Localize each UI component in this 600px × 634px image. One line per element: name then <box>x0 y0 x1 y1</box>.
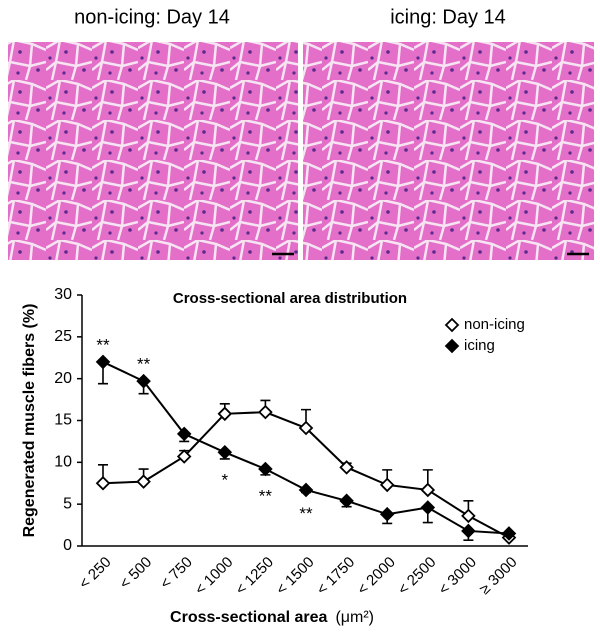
data-point <box>217 406 233 422</box>
data-point <box>420 500 436 515</box>
chart-title: Cross-sectional area distribution <box>173 290 407 307</box>
data-point <box>217 445 233 460</box>
x-tick-label: < 2500 <box>395 554 440 599</box>
data-point <box>258 461 273 477</box>
panel-label: non-icing: Day 14 <box>74 6 230 28</box>
data-point <box>176 426 192 442</box>
data-point <box>95 475 111 491</box>
significance-marker: ** <box>299 504 313 523</box>
data-point <box>136 373 151 389</box>
data-point <box>461 508 476 524</box>
data-point <box>258 404 273 420</box>
x-tick-label: < 250 <box>76 554 115 593</box>
y-tick-label: 15 <box>54 412 72 429</box>
x-tick-label: < 1000 <box>192 554 237 599</box>
significance-marker: ** <box>259 486 273 505</box>
y-tick-label: 25 <box>54 328 72 345</box>
data-point <box>339 493 354 509</box>
x-tick-label: < 2000 <box>354 554 399 599</box>
legend-marker <box>444 317 460 333</box>
legend-marker <box>444 338 460 354</box>
x-tick-label: < 1250 <box>232 554 277 599</box>
y-tick-label: 5 <box>63 495 72 512</box>
x-tick-label: < 1750 <box>313 554 358 599</box>
data-point <box>501 526 517 541</box>
data-point <box>420 482 436 498</box>
legend-label: non-icing <box>464 316 525 333</box>
panel-label: icing: Day 14 <box>390 6 506 28</box>
x-axis-label-unit: (μm²) <box>335 609 374 626</box>
y-tick-label: 20 <box>54 370 72 387</box>
data-point <box>298 420 314 436</box>
significance-marker: * <box>221 470 228 489</box>
x-tick-label: < 1500 <box>273 554 318 599</box>
histology-image <box>303 42 594 260</box>
y-tick-label: 30 <box>54 286 72 303</box>
histology-image <box>8 42 298 260</box>
data-point <box>339 460 354 475</box>
data-point <box>461 523 476 539</box>
legend-label: icing <box>464 337 495 354</box>
significance-marker: ** <box>96 335 110 354</box>
x-tick-label: < 500 <box>116 554 155 593</box>
y-axis-label: Regenerated muscle fibers (%) <box>21 304 38 538</box>
data-point <box>176 449 192 464</box>
significance-marker: ** <box>137 355 151 374</box>
data-point <box>298 482 314 498</box>
x-axis-label: Cross-sectional area (μm²) <box>170 609 374 626</box>
data-point <box>136 474 151 489</box>
y-tick-label: 0 <box>63 537 72 554</box>
x-axis-label-main: Cross-sectional area <box>170 609 328 626</box>
y-tick-label: 10 <box>54 454 72 471</box>
x-tick-label: < 750 <box>157 554 196 593</box>
x-tick-label: < 3000 <box>435 554 480 599</box>
data-point <box>379 477 395 493</box>
data-point <box>95 354 111 370</box>
data-point <box>379 506 395 522</box>
x-tick-label: ≥ 3000 <box>476 554 520 598</box>
